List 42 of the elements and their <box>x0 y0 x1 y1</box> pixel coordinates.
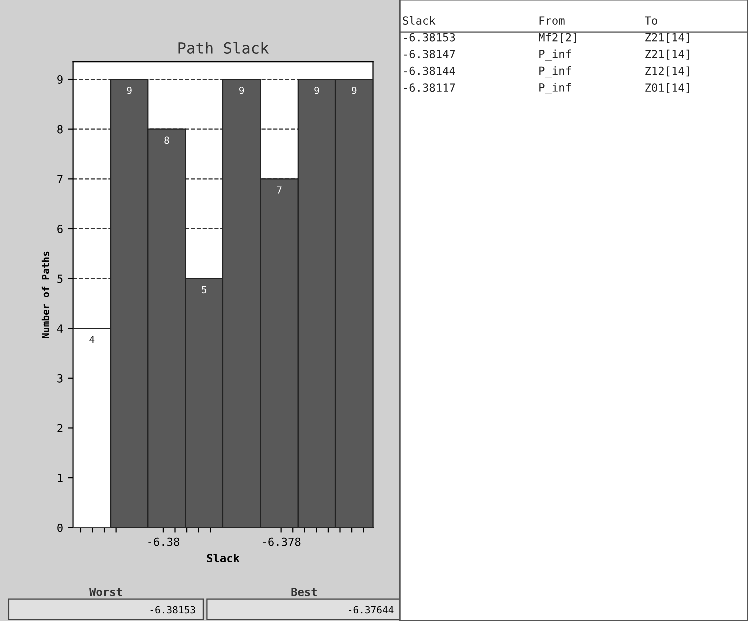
y-tick-label: 7 <box>58 175 63 184</box>
y-tick-label: 4 <box>57 324 64 333</box>
data-label: 9 <box>127 86 132 94</box>
text: P_inf <box>540 83 572 94</box>
data-label: 9 <box>314 86 320 94</box>
text: -6.37644 <box>349 606 394 614</box>
text: P_inf <box>540 50 572 61</box>
text: Z01[14] <box>646 83 690 94</box>
text: -6.38153 <box>150 606 196 614</box>
data-label: 4 <box>90 336 95 344</box>
text: Best <box>292 588 317 596</box>
x-tick-label: -6.38 <box>148 538 180 546</box>
text: -6.38153 <box>404 33 456 42</box>
text: Slack <box>403 16 436 25</box>
text: Worst <box>89 588 122 596</box>
text: -6.38144 <box>404 66 456 76</box>
text: Mf2[2] <box>539 33 576 44</box>
y-axis-title: Number of Paths <box>42 252 50 338</box>
text: P_inf <box>540 66 572 78</box>
chart-title: Path Slack <box>178 42 270 54</box>
x-tick-label: -6.378 <box>263 538 301 546</box>
y-tick-label: 1 <box>58 474 63 482</box>
data-label: 9 <box>240 86 244 94</box>
data-label: 5 <box>202 286 207 294</box>
text: Z21[14] <box>646 33 690 44</box>
text: To <box>645 16 658 25</box>
y-tick-label: 5 <box>58 274 63 284</box>
text: -6.38147 <box>404 50 456 59</box>
y-tick-label: 6 <box>58 224 63 234</box>
y-tick-label: 2 <box>58 424 63 432</box>
y-tick-label: 9 <box>58 76 63 84</box>
text: -6.38117 <box>404 84 456 92</box>
y-tick-label: 8 <box>58 125 63 134</box>
data-label: 7 <box>277 186 282 194</box>
y-tick-label: 0 <box>58 524 63 532</box>
data-label: 8 <box>164 136 170 144</box>
text: Z12[14] <box>646 66 690 77</box>
data-label: 9 <box>352 86 357 94</box>
y-tick-label: 3 <box>58 374 63 383</box>
text: Z21[14] <box>646 50 690 60</box>
text: From <box>540 16 565 25</box>
x-axis-title: Slack <box>207 554 240 563</box>
